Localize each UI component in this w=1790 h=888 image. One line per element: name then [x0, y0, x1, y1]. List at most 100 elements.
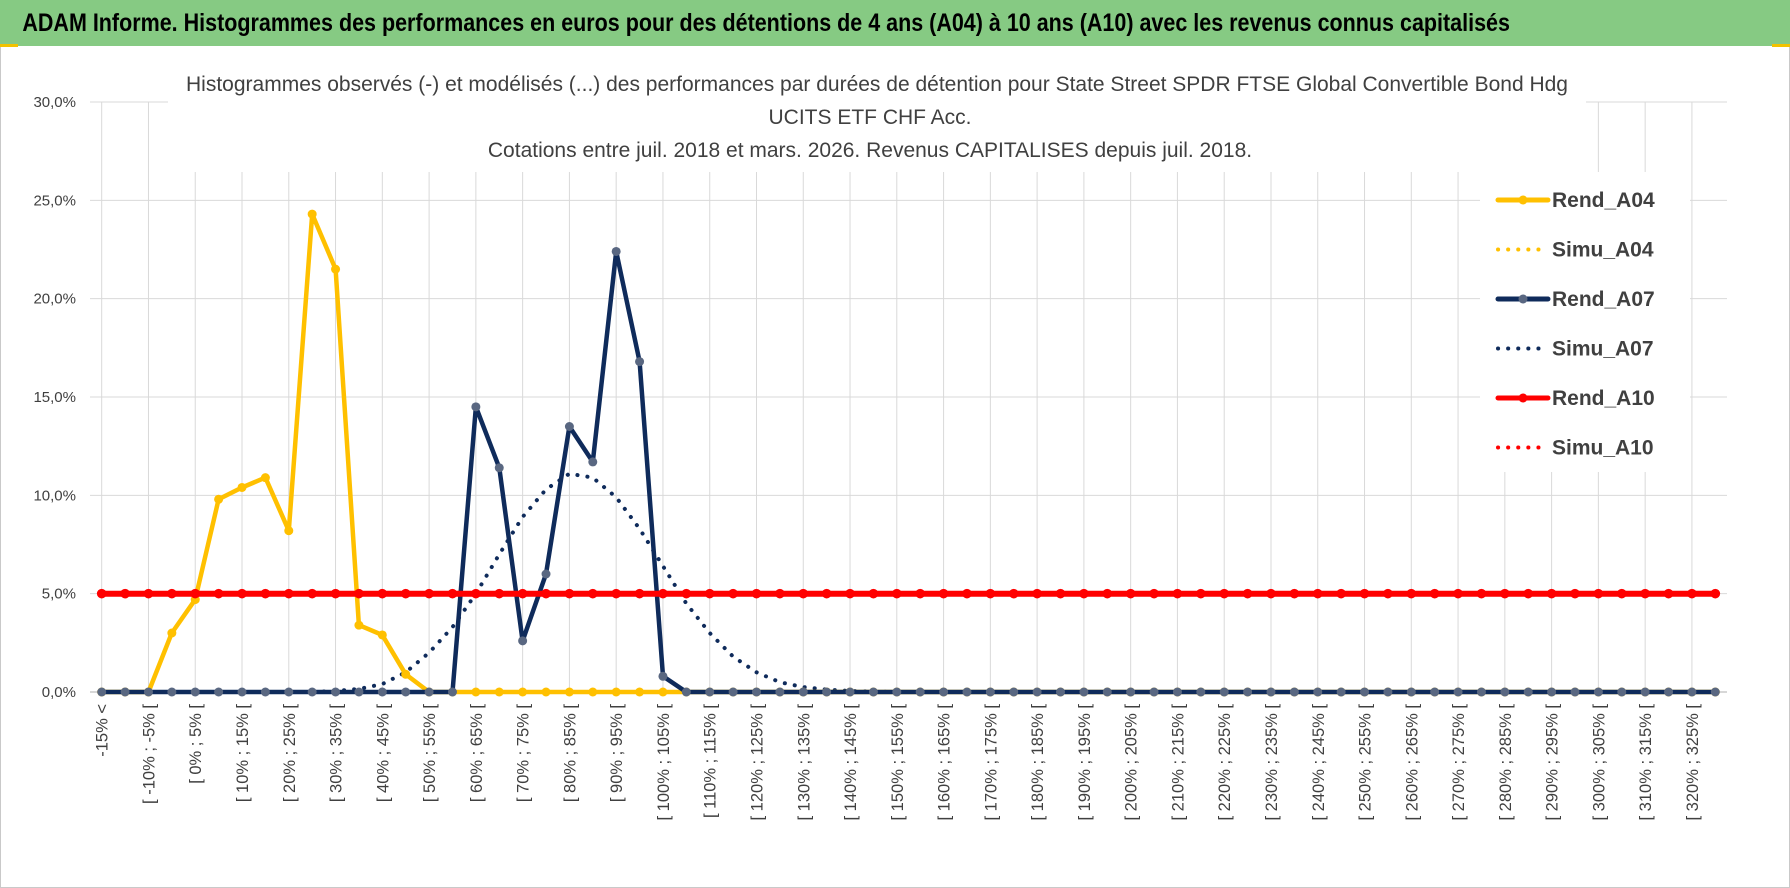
data-point [1616, 588, 1627, 599]
x-tick-label: [ 50% ; 55% [ [421, 704, 439, 803]
series [96, 209, 1721, 697]
legend-marker [1518, 393, 1528, 403]
data-point [1102, 588, 1113, 599]
data-point [307, 209, 317, 219]
data-point [1313, 687, 1323, 697]
data-point [892, 687, 902, 697]
data-point [190, 687, 200, 697]
data-point [1289, 588, 1300, 599]
data-point [1406, 687, 1416, 697]
data-point [331, 687, 341, 697]
data-point [260, 473, 270, 483]
data-point [541, 687, 551, 697]
page-title-banner: ADAM Informe. Histogrammes des performan… [0, 0, 1790, 46]
data-point [658, 671, 668, 681]
data-point [237, 687, 247, 697]
data-point [1546, 588, 1557, 599]
data-point [1453, 687, 1463, 697]
chart-title-background [168, 62, 1586, 172]
data-point [775, 588, 785, 599]
data-point [611, 687, 621, 697]
x-tick-label: [ 220% ; 225% [ [1216, 704, 1234, 821]
data-point [915, 687, 925, 697]
data-point [1125, 588, 1136, 599]
x-tick-label: [ 160% ; 165% [ [936, 704, 954, 821]
x-tick-label: [ 290% ; 295% [ [1544, 704, 1562, 821]
data-point [471, 588, 481, 599]
data-point [1219, 588, 1230, 599]
data-point [494, 463, 504, 473]
data-point [120, 687, 130, 697]
data-point [681, 687, 691, 697]
data-point [1663, 588, 1674, 599]
data-point [1149, 588, 1159, 599]
data-point [588, 457, 598, 467]
data-point [541, 588, 551, 599]
data-point [1687, 588, 1697, 599]
banner-corner-right [1772, 44, 1790, 47]
x-tick-label: [ 170% ; 175% [ [982, 704, 1000, 821]
data-point [401, 669, 411, 679]
data-point [938, 588, 949, 599]
data-point [1664, 687, 1674, 697]
x-tick-label: [ 20% ; 25% [ [281, 704, 299, 803]
page-title: ADAM Informe. Histogrammes des performan… [22, 9, 1510, 37]
data-point [634, 588, 645, 599]
data-point [1009, 687, 1019, 697]
data-point [1336, 687, 1346, 697]
data-point [471, 687, 481, 697]
data-point [1079, 687, 1089, 697]
data-point [1406, 588, 1417, 599]
data-point [424, 588, 434, 599]
data-point [1430, 687, 1440, 697]
data-point [517, 588, 528, 599]
data-point [845, 588, 855, 599]
data-point [307, 687, 317, 697]
data-point [400, 588, 411, 599]
data-point [1383, 687, 1393, 697]
data-point [1056, 687, 1066, 697]
data-point [1476, 687, 1486, 697]
data-point [330, 588, 341, 599]
legend-marker [1518, 294, 1528, 304]
data-point [1196, 588, 1206, 599]
chart-title-line-3: Cotations entre juil. 2018 et mars. 2026… [488, 139, 1252, 162]
y-tick-label: 25,0% [33, 192, 76, 209]
x-tick-label: [ 120% ; 125% [ [748, 704, 766, 821]
data-point [237, 588, 247, 599]
data-point [494, 588, 505, 599]
legend-label: Rend_A10 [1552, 387, 1655, 410]
data-point [354, 687, 364, 697]
data-point [1266, 588, 1276, 599]
data-point [658, 687, 668, 697]
legend-label: Simu_A10 [1552, 437, 1654, 460]
data-point [1547, 687, 1557, 697]
data-point [751, 588, 762, 599]
data-point [681, 588, 692, 599]
data-point [1196, 687, 1206, 697]
x-tick-label: [ 80% ; 85% [ [561, 704, 579, 803]
legend-label: Simu_A04 [1552, 239, 1654, 262]
data-point [1429, 588, 1440, 599]
data-point [447, 687, 457, 697]
data-point [588, 687, 598, 697]
data-point [214, 494, 224, 504]
data-point [705, 687, 715, 697]
data-point [214, 687, 224, 697]
data-point [1079, 588, 1089, 599]
data-point [283, 588, 294, 599]
data-point [1336, 588, 1346, 599]
data-point [798, 588, 809, 599]
data-point [635, 357, 645, 367]
data-point [1593, 687, 1603, 697]
legend-marker [1518, 195, 1528, 205]
data-point [611, 588, 621, 599]
data-point [518, 636, 528, 646]
data-point [1172, 687, 1182, 697]
data-point [447, 588, 458, 599]
x-tick-label: [ 90% ; 95% [ [608, 704, 626, 803]
x-tick-label: [ 150% ; 155% [ [889, 704, 907, 821]
data-point [1032, 588, 1042, 599]
data-point [868, 588, 879, 599]
x-tick-label: [ -10% ; -5% [ [140, 704, 158, 804]
